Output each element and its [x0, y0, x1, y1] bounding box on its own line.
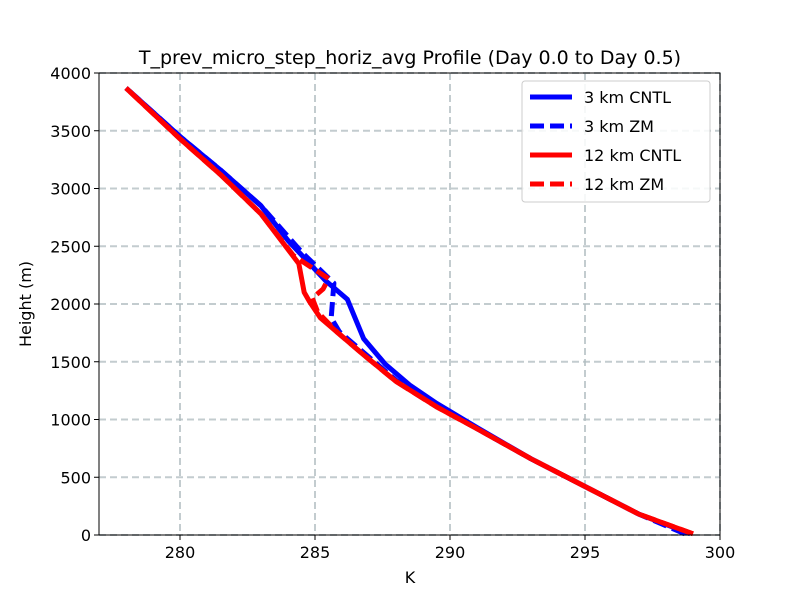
x-axis-label: K: [405, 568, 416, 587]
series-lines: [124, 86, 694, 537]
y-tick-label: 4000: [50, 64, 91, 83]
legend-label: 3 km CNTL: [584, 88, 671, 107]
y-tick-label: 1500: [50, 353, 91, 372]
chart-title: T_prev_micro_step_horiz_avg Profile (Day…: [138, 47, 681, 69]
legend-box: [521, 80, 711, 203]
series-line: [124, 86, 694, 537]
legend-label: 12 km CNTL: [584, 146, 681, 165]
y-tick-label: 2000: [50, 295, 91, 314]
x-tick-label: 280: [165, 543, 196, 562]
y-tick-label: 500: [60, 468, 91, 487]
x-tick-label: 285: [300, 543, 331, 562]
x-tick-label: 290: [435, 543, 466, 562]
x-tick-label: 300: [705, 543, 736, 562]
legend-label: 12 km ZM: [584, 175, 664, 194]
legend-label: 3 km ZM: [584, 117, 654, 136]
legend: 3 km CNTL 3 km ZM 12 km CNTL 12 km ZM: [521, 80, 711, 203]
y-tick-label: 0: [81, 526, 91, 545]
y-tick-label: 2500: [50, 237, 91, 256]
y-tick-label: 3500: [50, 122, 91, 141]
x-tick-label: 295: [570, 543, 601, 562]
y-axis-label: Height (m): [16, 261, 35, 347]
axis-ticks: 280 285 290 295 3000500100015002000250030003…: [50, 64, 735, 562]
y-tick-label: 1000: [50, 411, 91, 430]
y-tick-label: 3000: [50, 180, 91, 199]
